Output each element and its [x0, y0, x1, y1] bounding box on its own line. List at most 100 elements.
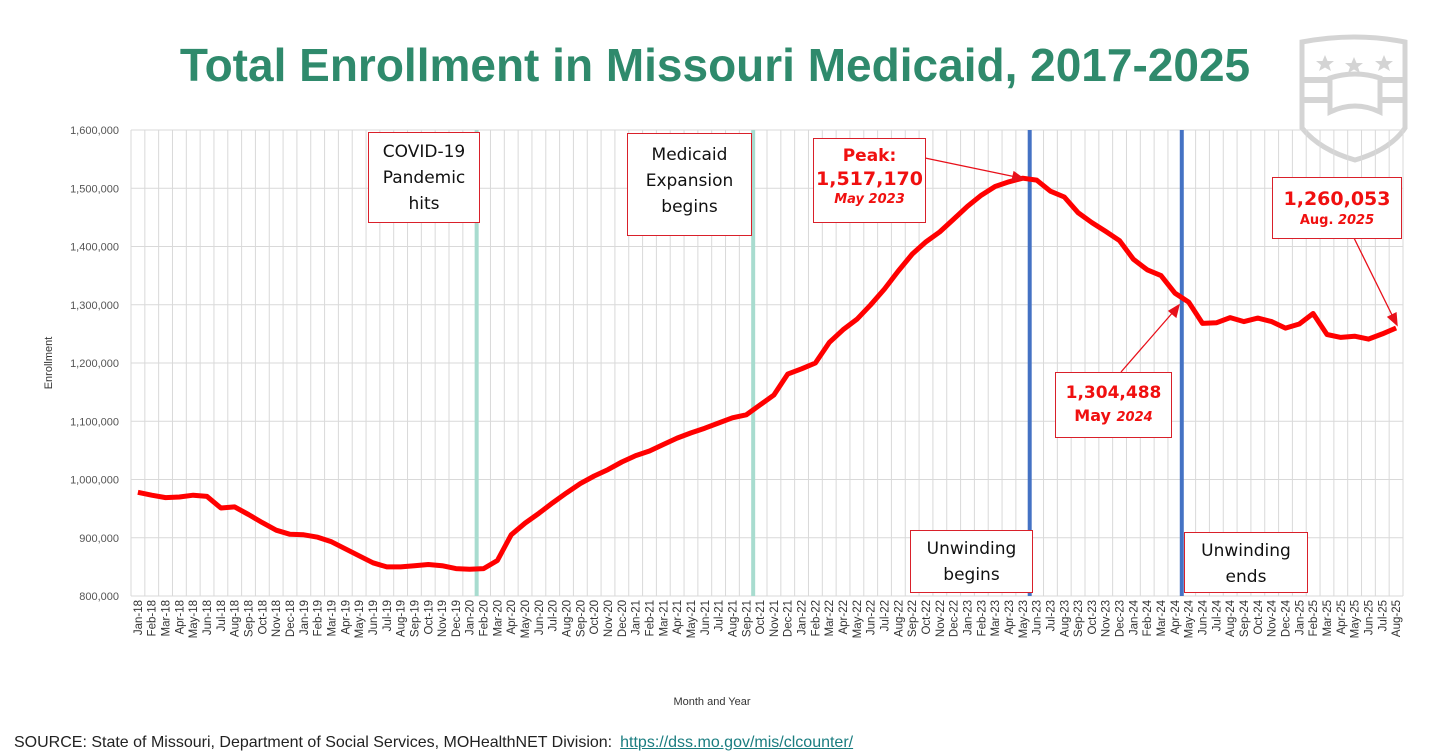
- x-tick-label: Oct-22: [921, 600, 933, 635]
- x-tick-label: Apr-21: [672, 600, 684, 635]
- x-tick-label: Dec-23: [1115, 600, 1127, 637]
- x-tick-label: Apr-18: [174, 600, 186, 635]
- y-axis-label: Enrollment: [43, 337, 55, 390]
- source-link[interactable]: https://dss.mo.gov/mis/clcounter/: [620, 734, 854, 751]
- y-tick-label: 1,000,000: [70, 475, 119, 487]
- x-tick-label: Jun-23: [1032, 600, 1044, 635]
- x-tick-label: Feb-24: [1142, 599, 1154, 636]
- x-tick-label: Jul-23: [1045, 600, 1057, 631]
- x-tick-label: Aug-21: [727, 600, 739, 637]
- x-tick-label: Mar-25: [1322, 600, 1334, 636]
- x-tick-label: Jan-20: [465, 600, 477, 635]
- x-tick-label: Oct-20: [589, 600, 601, 635]
- x-axis-label: Month and Year: [673, 696, 750, 708]
- x-tick-label: Jan-18: [133, 600, 145, 635]
- x-tick-label: Feb-19: [313, 600, 325, 636]
- x-tick-label: Jan-21: [631, 600, 643, 635]
- x-tick-label: May-24: [1184, 599, 1196, 638]
- x-tick-label: May-25: [1350, 600, 1362, 638]
- may2024-date: May 2024: [1056, 405, 1171, 429]
- expansion-annotation: Medicaid Expansion begins: [627, 133, 752, 236]
- annotation-line: COVID-19: [382, 142, 466, 162]
- x-tick-label: Oct-23: [1087, 600, 1099, 635]
- x-tick-label: Aug-19: [396, 600, 408, 637]
- x-tick-label: Nov-18: [271, 600, 283, 637]
- x-tick-label: Jul-19: [382, 600, 394, 631]
- x-tick-label: Jan-24: [1128, 599, 1140, 635]
- annotation-line: hits: [408, 194, 440, 214]
- x-tick-label: Apr-20: [506, 600, 518, 635]
- x-tick-label: May-22: [852, 600, 864, 638]
- annotation-line: begins: [661, 197, 718, 217]
- x-tick-label: Oct-21: [755, 600, 767, 635]
- x-tick-label: Jul-24: [1211, 599, 1223, 631]
- x-tick-label: Sep-19: [409, 600, 421, 637]
- unwinding-begins-annotation: Unwinding begins: [910, 530, 1033, 593]
- x-tick-label: Mar-22: [824, 600, 836, 636]
- y-tick-label: 1,200,000: [70, 358, 119, 370]
- x-tick-label: Oct-19: [423, 600, 435, 635]
- x-tick-label: Jun-25: [1363, 600, 1375, 635]
- x-tick-label: Feb-18: [147, 600, 159, 636]
- annotation-line: Pandemic: [382, 168, 466, 188]
- peak-label: Peak:: [842, 146, 897, 166]
- x-tick-label: Oct-18: [257, 600, 269, 635]
- x-tick-label: Jan-23: [962, 600, 974, 635]
- x-tick-label: Apr-22: [838, 600, 850, 635]
- x-tick-label: May-19: [354, 600, 366, 638]
- data-points: [137, 178, 1397, 570]
- x-tick-label: Feb-22: [810, 600, 822, 636]
- peak-value: 1,517,170: [816, 168, 923, 190]
- aug2025-value: 1,260,053: [1283, 188, 1391, 210]
- x-tick-label: Aug-22: [893, 600, 905, 637]
- peak-arrowhead: [1011, 170, 1026, 182]
- x-tick-label: Feb-21: [644, 600, 656, 636]
- x-tick-label: Jul-21: [714, 600, 726, 631]
- x-tick-label: Sep-21: [741, 600, 753, 637]
- x-tick-label: Jun-21: [700, 600, 712, 635]
- x-tick-label: Nov-22: [935, 600, 947, 637]
- x-tick-label: Mar-19: [326, 600, 338, 636]
- y-tick-label: 800,000: [79, 591, 119, 603]
- may2024-arrowhead: [1167, 303, 1181, 319]
- aug2025-year: 2025: [1337, 213, 1375, 228]
- may2024-year: 2024: [1116, 410, 1153, 425]
- annotation-line: Medicaid: [651, 145, 728, 165]
- x-tick-label: Nov-19: [437, 600, 449, 637]
- peak-annotation: Peak: 1,517,170 May 2023: [813, 138, 926, 223]
- enrollment-line: [137, 175, 1398, 572]
- university-shield-logo: [1299, 34, 1408, 163]
- x-tick-label: Jun-20: [534, 600, 546, 635]
- x-tick-label: May-21: [686, 600, 698, 638]
- x-tick-label: Feb-25: [1308, 600, 1320, 636]
- x-tick-label: Mar-20: [492, 600, 504, 636]
- x-tick-label: Nov-20: [603, 600, 615, 637]
- x-tick-label: Dec-18: [285, 600, 297, 637]
- y-tick-label: 1,400,000: [70, 242, 119, 254]
- aug2025-date: Aug. 2025: [1273, 212, 1401, 230]
- x-tick-label: Apr-19: [340, 600, 352, 635]
- x-tick-label: Nov-23: [1101, 600, 1113, 637]
- aug2025-annotation: 1,260,053 Aug. 2025: [1272, 177, 1402, 239]
- x-tick-label: Mar-24: [1156, 599, 1168, 636]
- star-icon: [1375, 55, 1393, 71]
- y-tick-label: 900,000: [79, 533, 119, 545]
- x-tick-label: Jul-25: [1377, 600, 1389, 631]
- y-tick-label: 1,600,000: [70, 125, 119, 137]
- x-tick-label: Sep-24: [1239, 599, 1251, 637]
- source-text: SOURCE: State of Missouri, Department of…: [14, 734, 613, 751]
- x-tick-label: Jan-22: [797, 600, 809, 635]
- aug2025-arrow: [1353, 237, 1394, 318]
- x-tick-label: Jun-18: [202, 600, 214, 635]
- x-tick-label: Aug-23: [1059, 600, 1071, 637]
- x-tick-label: Aug-24: [1225, 599, 1237, 637]
- x-tick-label: Jul-20: [548, 600, 560, 631]
- x-tick-label: Jun-19: [368, 600, 380, 635]
- x-tick-label: May-23: [1018, 600, 1030, 638]
- x-tick-label: Sep-22: [907, 600, 919, 637]
- x-tick-label: Aug-25: [1391, 600, 1403, 637]
- annotation-line: Unwinding: [1201, 541, 1291, 561]
- x-tick-label: Feb-20: [479, 600, 491, 636]
- x-tick-label: Aug-18: [230, 600, 242, 637]
- x-tick-label: Jul-18: [216, 600, 228, 631]
